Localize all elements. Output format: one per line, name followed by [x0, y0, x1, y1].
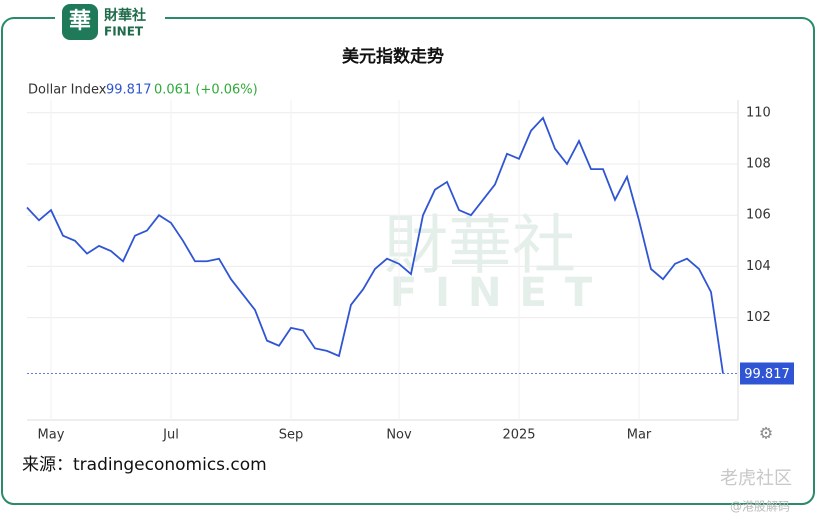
source: 来源：tradingeconomics.com	[22, 455, 267, 475]
x-tick-label: May	[38, 428, 65, 443]
watermark-logo-en: FINET	[390, 270, 610, 316]
y-tick-label: 102	[746, 310, 771, 325]
legend-change: 0.061 (+0.06%)	[154, 83, 258, 98]
line	[26, 116, 724, 374]
x-tick-label: Jul	[162, 428, 179, 443]
logo-en: FINET	[104, 25, 144, 39]
logo-icon	[62, 4, 98, 40]
y-tick-label: 104	[746, 259, 771, 274]
y-tick-label: 108	[746, 157, 771, 172]
legend-name: Dollar Index	[28, 83, 107, 98]
x-tick-label: Mar	[627, 428, 652, 443]
y-tick-label: 110	[746, 105, 771, 120]
legend-last: 99.817	[106, 83, 152, 98]
settings-icon[interactable]: ⚙	[759, 424, 773, 443]
last-value-label: 99.817	[744, 367, 790, 382]
frame	[1, 17, 815, 505]
x-tick-label: 2025	[502, 428, 535, 443]
x-tick-label: Nov	[386, 428, 412, 443]
plot: 102 104 106 108 110 May Jul Sep Nov 2025 Mar 99.817	[26, 100, 794, 443]
last-value-box	[740, 362, 794, 385]
logo-cn: 財華社	[103, 7, 146, 24]
chart-title: 美元指数走势	[342, 46, 444, 67]
x-tick-label: Sep	[279, 428, 304, 443]
watermark-handle: @港股解码	[730, 500, 790, 514]
y-tick-label: 106	[746, 208, 771, 223]
logo-char: 華	[69, 9, 91, 34]
watermark-text: 老虎社区	[720, 468, 792, 489]
